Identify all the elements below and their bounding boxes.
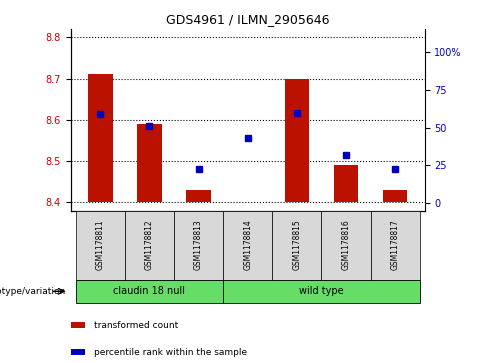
Text: GSM1178814: GSM1178814 (243, 220, 252, 270)
Text: percentile rank within the sample: percentile rank within the sample (94, 348, 247, 357)
Bar (383, 190, 407, 202)
Bar (137, 124, 162, 202)
Bar (76, 280, 223, 303)
Text: wild type: wild type (299, 286, 344, 296)
Text: transformed count: transformed count (94, 321, 178, 330)
Bar (174, 211, 223, 280)
Bar (334, 165, 358, 202)
Text: GSM1178817: GSM1178817 (390, 220, 400, 270)
Bar (88, 74, 113, 202)
Text: GSM1178816: GSM1178816 (342, 220, 350, 270)
Bar (76, 211, 125, 280)
Title: GDS4961 / ILMN_2905646: GDS4961 / ILMN_2905646 (166, 13, 329, 26)
Text: genotype/variation: genotype/variation (0, 287, 66, 296)
Bar (186, 190, 211, 202)
Bar (125, 211, 174, 280)
Bar (285, 78, 309, 202)
Bar (223, 280, 420, 303)
Bar (71, 349, 85, 355)
Bar (71, 322, 85, 328)
Bar (272, 211, 322, 280)
Text: claudin 18 null: claudin 18 null (113, 286, 185, 296)
Text: GSM1178815: GSM1178815 (292, 220, 301, 270)
Bar (223, 211, 272, 280)
Text: GSM1178811: GSM1178811 (96, 220, 105, 270)
Bar (370, 211, 420, 280)
Bar (322, 211, 370, 280)
Text: GSM1178812: GSM1178812 (145, 220, 154, 270)
Text: GSM1178813: GSM1178813 (194, 220, 203, 270)
